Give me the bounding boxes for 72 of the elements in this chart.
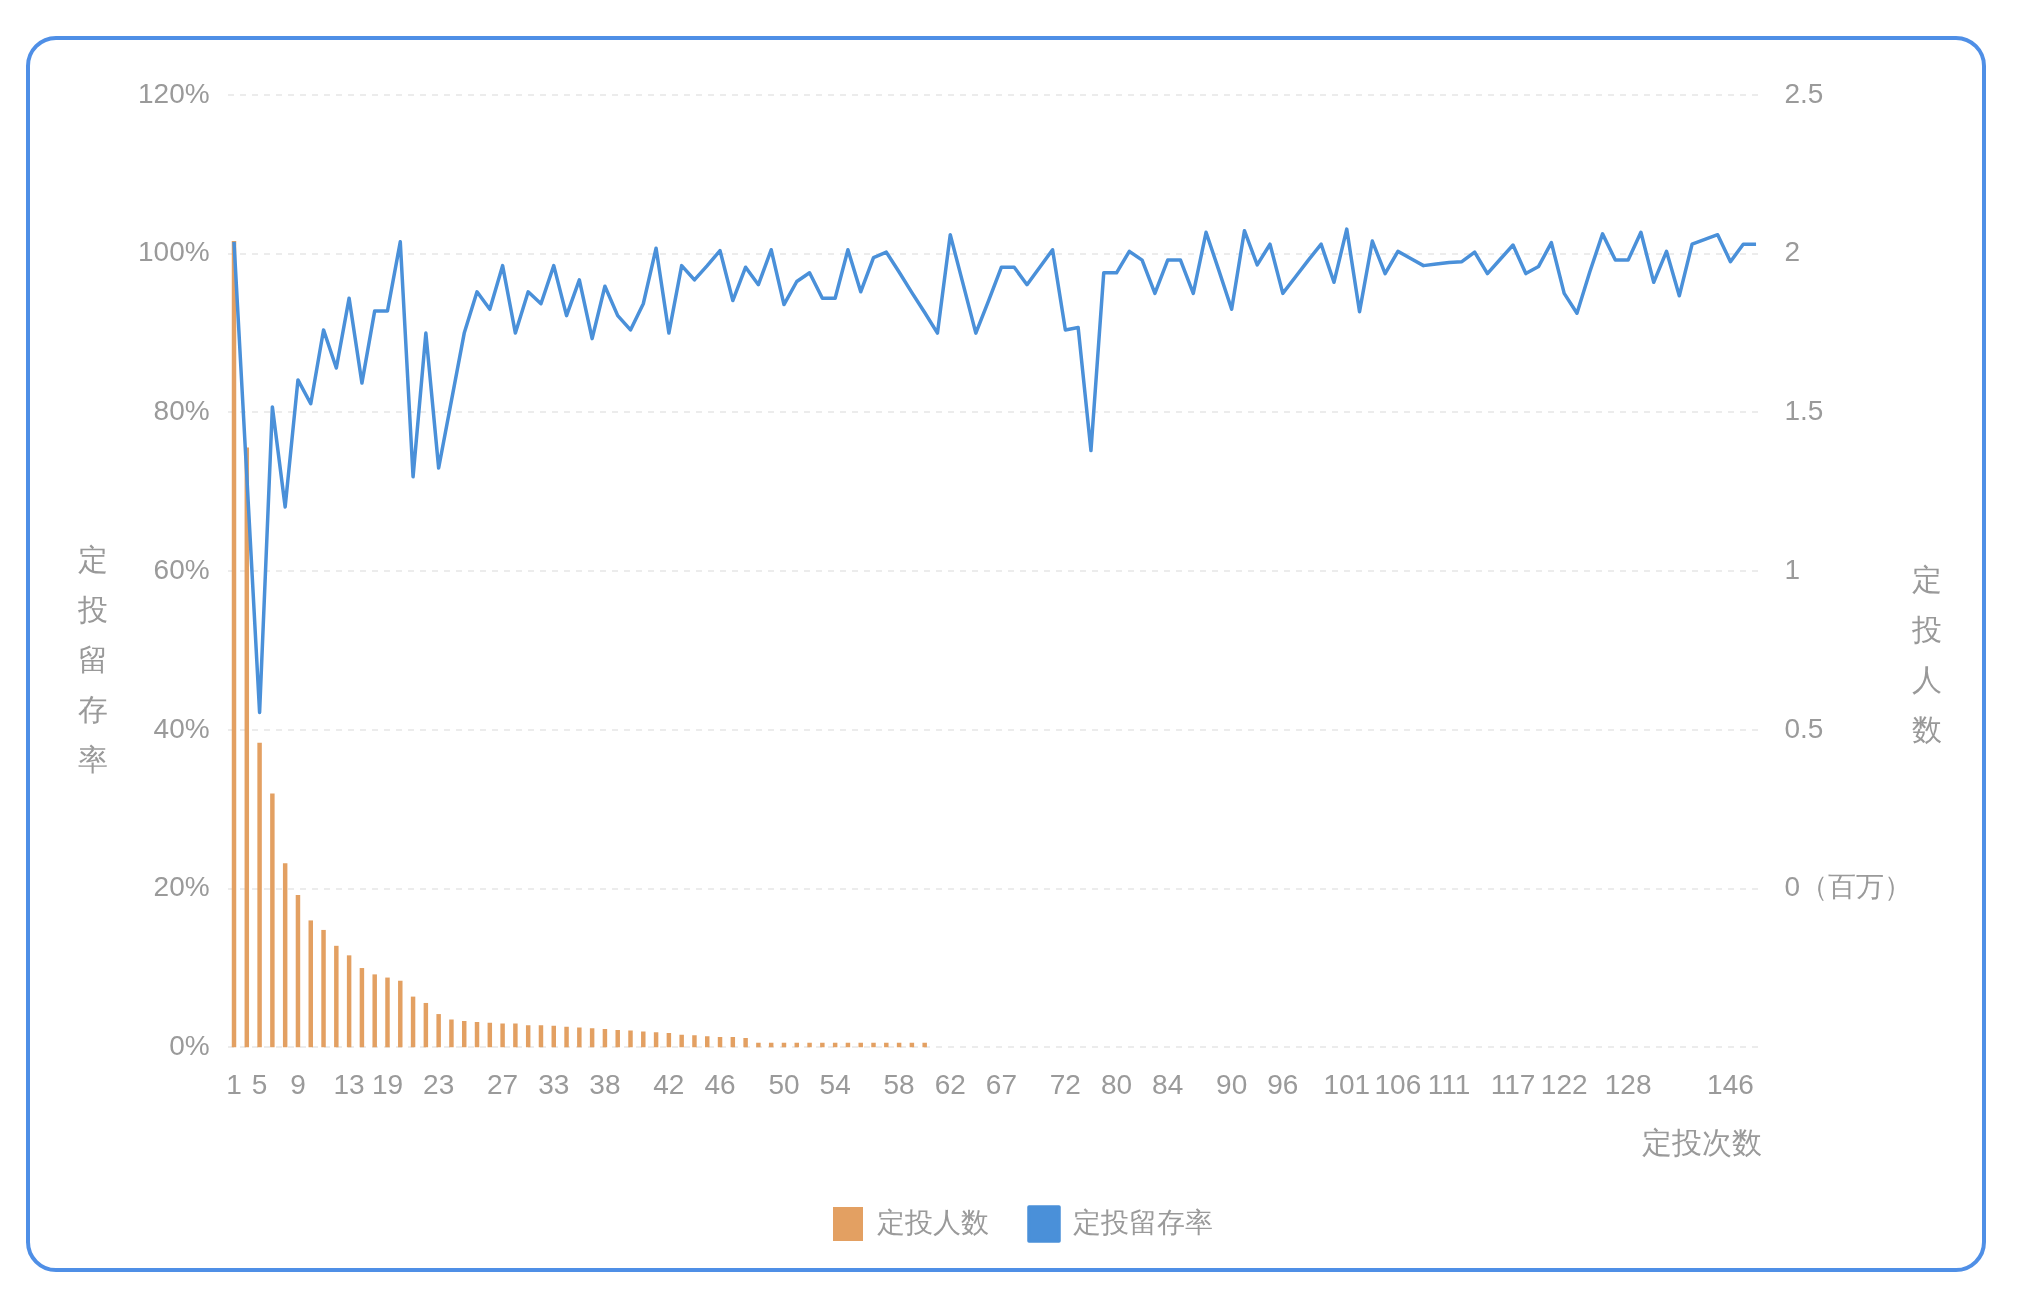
x-tick-label: 42 — [653, 1068, 685, 1100]
x-tick-label: 96 — [1267, 1068, 1299, 1100]
y2-tick-label: 2.5 — [1784, 77, 1824, 109]
x-tick-label: 23 — [423, 1068, 455, 1100]
bar — [871, 1042, 876, 1048]
y2-tick-label: 1.5 — [1784, 395, 1824, 427]
bar — [743, 1037, 748, 1048]
bar — [436, 1014, 441, 1048]
bar — [628, 1030, 633, 1048]
x-tick-label: 19 — [371, 1068, 404, 1100]
bar — [615, 1029, 620, 1048]
y-tick-label: 120% — [137, 77, 210, 109]
bar — [372, 974, 377, 1048]
bar — [564, 1026, 569, 1048]
x-tick-label: 54 — [819, 1068, 851, 1100]
bar — [385, 977, 390, 1048]
x-axis-title: 定投次数 — [1642, 1126, 1763, 1160]
x-tick-label: 128 — [1604, 1068, 1652, 1100]
bar — [321, 929, 326, 1048]
y2-tick-label: 0.5 — [1784, 712, 1824, 744]
x-tick-label: 1 — [226, 1068, 242, 1100]
y-tick-label: 20% — [153, 871, 210, 903]
x-tick-label: 50 — [768, 1068, 800, 1100]
x-tick-label: 111 — [1427, 1068, 1471, 1100]
x-tick-label: 62 — [934, 1068, 966, 1100]
x-tick-label: 58 — [883, 1068, 915, 1100]
x-tick-label: 101 — [1323, 1068, 1371, 1100]
x-tick-label: 27 — [487, 1068, 519, 1100]
y-axis-title: 定投留存率 — [77, 542, 109, 778]
x-tick-label: 38 — [589, 1068, 621, 1100]
bar — [270, 793, 275, 1048]
bar — [756, 1042, 761, 1048]
y2-tick-label: 2 — [1784, 236, 1801, 268]
x-tick-label: 72 — [1049, 1068, 1081, 1100]
bar — [820, 1042, 825, 1048]
bar — [922, 1042, 927, 1048]
bar — [500, 1023, 505, 1048]
x-tick-label: 5 — [251, 1068, 268, 1100]
x-tick-label: 146 — [1707, 1068, 1754, 1100]
x-tick-label: 117 — [1490, 1068, 1536, 1100]
y2-axis-title: 定投人数 — [1911, 562, 1943, 748]
bar — [257, 742, 262, 1048]
x-tick-label: 33 — [538, 1068, 570, 1100]
x-tick-label: 80 — [1100, 1068, 1133, 1100]
bar — [807, 1042, 812, 1048]
y-tick-label: 80% — [153, 395, 210, 427]
x-tick-label: 67 — [985, 1068, 1017, 1100]
x-tick-label: 46 — [704, 1068, 736, 1100]
x-tick-label: 106 — [1374, 1068, 1422, 1100]
y2-tick-label: 1 — [1784, 553, 1801, 585]
x-tick-label: 90 — [1216, 1068, 1248, 1100]
x-tick-label: 9 — [290, 1068, 306, 1100]
y2-tick-label: 0（百万） — [1784, 871, 1913, 903]
bar — [884, 1042, 889, 1048]
x-tick-label: 84 — [1152, 1068, 1184, 1100]
bar — [513, 1023, 518, 1048]
legend-label: 定投留存率 — [1073, 1206, 1213, 1238]
y-tick-label: 60% — [153, 553, 210, 585]
bar — [449, 1019, 454, 1048]
y-tick-label: 0% — [169, 1030, 210, 1062]
bar — [398, 980, 403, 1048]
bar — [679, 1034, 684, 1048]
bar — [692, 1035, 697, 1048]
bar — [577, 1027, 582, 1048]
y-tick-label: 40% — [153, 712, 210, 744]
bar — [641, 1031, 646, 1048]
bar — [858, 1042, 863, 1048]
x-tick-label: 122 — [1540, 1068, 1588, 1100]
legend-label: 定投人数 — [877, 1206, 989, 1238]
bar — [334, 945, 339, 1048]
y-tick-label: 100% — [137, 236, 210, 268]
x-tick-label: 13 — [333, 1068, 365, 1100]
